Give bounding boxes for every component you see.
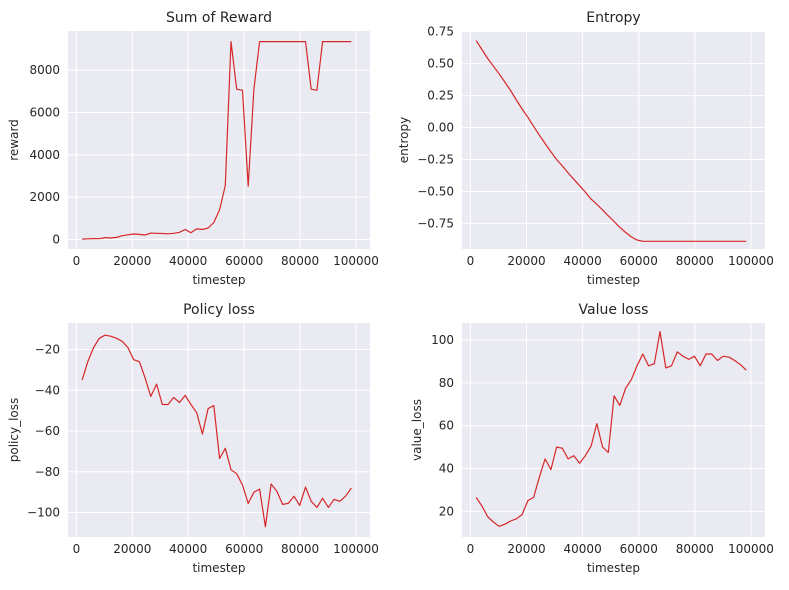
chart-title: Value loss <box>579 302 649 318</box>
x-tick-label: 100000 <box>728 254 774 268</box>
x-tick-label: 20000 <box>113 542 151 556</box>
x-axis-label: timestep <box>587 561 640 575</box>
x-tick-label: 20000 <box>507 254 545 268</box>
panel-value-loss: 0 20000 40000 60000 80000 100000 20 40 60 80 100 Va… <box>410 302 774 575</box>
x-tick-label: 100000 <box>333 542 379 556</box>
x-tick-label: 0 <box>467 254 475 268</box>
y-tick-label: −40 <box>35 383 60 397</box>
x-axis-label: timestep <box>587 273 640 287</box>
y-tick-label: −80 <box>35 465 60 479</box>
y-tick-label: 60 <box>439 419 454 433</box>
x-tick-label: 20000 <box>113 254 151 268</box>
y-axis-label: entropy <box>397 117 411 163</box>
y-tick-label: 0.00 <box>427 121 454 135</box>
series-line <box>475 331 747 527</box>
series-line <box>475 40 747 242</box>
y-tick-label: 80 <box>439 376 454 390</box>
y-axis-label: value_loss <box>410 399 424 461</box>
y-tick-label: −60 <box>35 424 60 438</box>
plot-area <box>68 31 370 249</box>
x-tick-label: 40000 <box>564 254 602 268</box>
x-tick-label: 80000 <box>676 254 714 268</box>
chart-title: Policy loss <box>183 302 255 318</box>
x-tick-label: 80000 <box>281 254 319 268</box>
x-tick-label: 80000 <box>676 542 714 556</box>
x-tick-label: 0 <box>467 542 475 556</box>
x-tick-label: 100000 <box>728 542 774 556</box>
y-tick-label: −0.75 <box>417 216 454 230</box>
x-tick-label: 80000 <box>281 542 319 556</box>
y-axis-label: reward <box>7 119 21 161</box>
x-axis-label: timestep <box>192 273 245 287</box>
x-tick-label: 40000 <box>169 254 207 268</box>
y-tick-label: −100 <box>27 506 60 520</box>
y-tick-label: 0.50 <box>427 57 454 71</box>
x-tick-label: 0 <box>73 542 81 556</box>
x-tick-label: 60000 <box>225 542 263 556</box>
y-tick-label: 0.75 <box>427 25 454 39</box>
y-tick-label: 2000 <box>29 190 60 204</box>
y-tick-label: −0.50 <box>417 184 454 198</box>
y-tick-label: 0.25 <box>427 89 454 103</box>
y-tick-label: 40 <box>439 462 454 476</box>
x-tick-label: 0 <box>73 254 81 268</box>
y-tick-label: 0 <box>52 232 60 246</box>
plot-area <box>462 323 765 537</box>
x-tick-label: 60000 <box>620 542 658 556</box>
panel-policy-loss: 0 20000 40000 60000 80000 100000 −100 −80 −60 −40… <box>7 302 379 575</box>
y-tick-label: 20 <box>439 504 454 518</box>
x-tick-label: 20000 <box>507 542 545 556</box>
x-axis-label: timestep <box>192 561 245 575</box>
x-tick-label: 40000 <box>564 542 602 556</box>
x-tick-label: 40000 <box>169 542 207 556</box>
series-line <box>81 334 352 528</box>
y-tick-label: 100 <box>431 333 454 347</box>
y-tick-label: 6000 <box>29 105 60 119</box>
chart-title: Sum of Reward <box>166 10 272 26</box>
panel-sum-of-reward: 0 20000 40000 60000 80000 100000 0 2000 4000 6000… <box>7 10 379 287</box>
x-tick-label: 100000 <box>333 254 379 268</box>
chart-title: Entropy <box>586 10 640 26</box>
panel-entropy: 0 20000 40000 60000 80000 100000 −0.75 −0.50 −0.… <box>397 10 774 287</box>
plot-area <box>462 31 765 249</box>
y-tick-label: 8000 <box>29 63 60 77</box>
plot-area <box>68 323 370 537</box>
x-tick-label: 60000 <box>620 254 658 268</box>
y-tick-label: 4000 <box>29 148 60 162</box>
x-tick-label: 60000 <box>225 254 263 268</box>
y-tick-label: −0.25 <box>417 152 454 166</box>
y-tick-label: −20 <box>35 342 60 356</box>
y-axis-label: policy_loss <box>7 398 21 463</box>
series-line <box>82 40 352 240</box>
